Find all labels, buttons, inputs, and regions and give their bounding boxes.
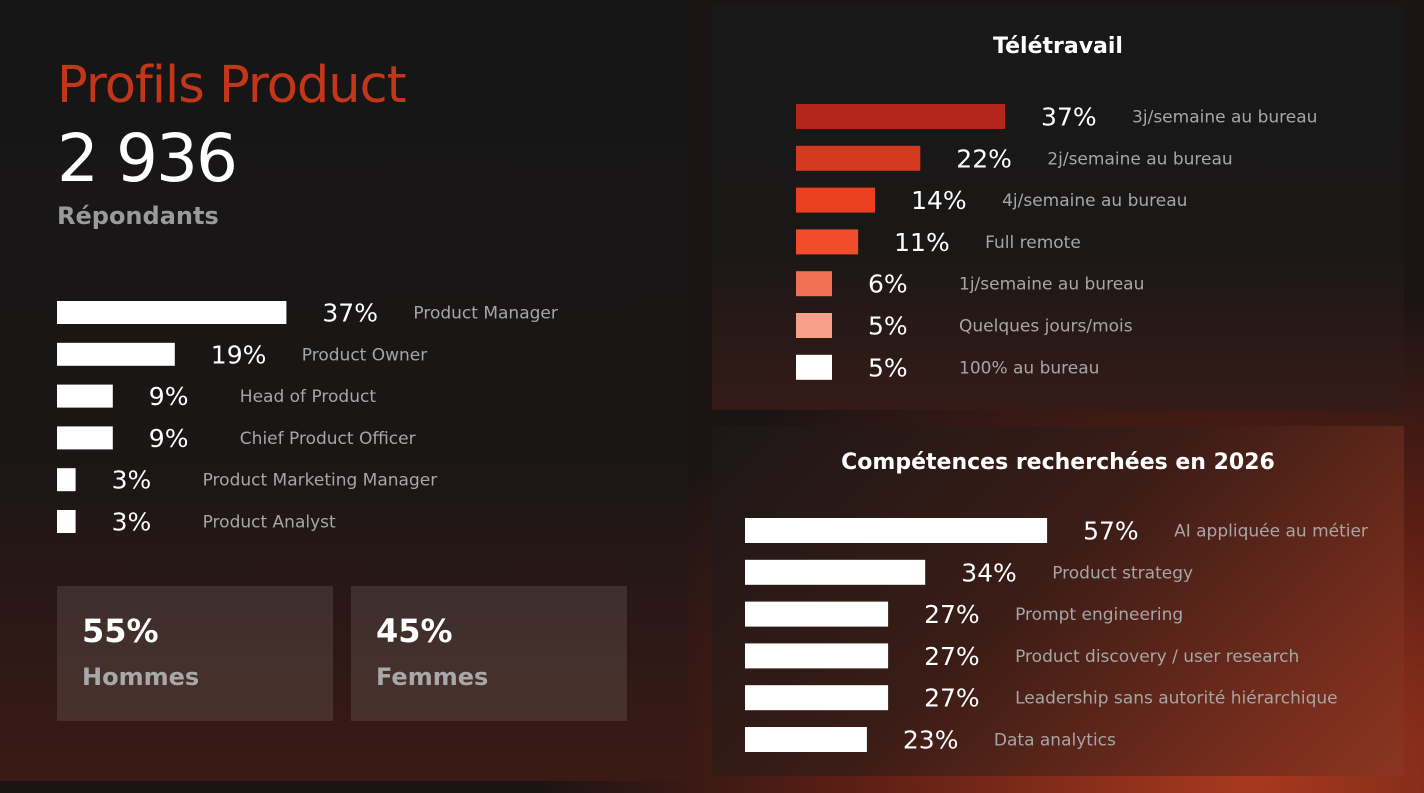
respondents-count: 2 936 xyxy=(57,120,238,197)
competence-value-label-product-strategy: 34% xyxy=(961,558,1017,587)
teletravail-bar-full-remote xyxy=(796,229,859,255)
competence-value-label-ai-appliquee-au-metier: 57% xyxy=(1083,517,1139,546)
competence-value-label-product-discovery-user-research: 27% xyxy=(924,642,980,671)
competence-category-label-product-strategy: Product strategy xyxy=(1052,563,1193,583)
profile-bar-product-owner xyxy=(57,342,175,366)
teletravail-value-label-100-au-bureau: 5% xyxy=(868,353,908,382)
competences-chart: 57% AI appliquée au métier 34% Product stra… xyxy=(745,517,1368,755)
teletravail-category-label-full-remote: Full remote xyxy=(985,233,1081,253)
teletravail-value-label-2j-semaine-au-bureau: 22% xyxy=(956,144,1012,173)
profile-bar-head-of-product xyxy=(57,384,113,408)
women-label: Femmes xyxy=(376,663,489,691)
competence-value-label-data-analytics: 23% xyxy=(903,726,959,755)
profile-bar-product-manager xyxy=(57,301,287,324)
competences-panel: Compétences recherchées en 2026 57% AI ap… xyxy=(712,426,1404,776)
profile-bar-product-marketing-manager xyxy=(57,468,76,492)
teletravail-category-label-2j-semaine-au-bureau: 2j/semaine au bureau xyxy=(1047,149,1232,169)
profile-bar-chief-product-officer xyxy=(57,426,113,450)
teletravail-value-label-quelques-jours-mois: 5% xyxy=(868,312,908,341)
women-percentage: 45% xyxy=(376,612,453,650)
profile-value-label-product-marketing-manager: 3% xyxy=(112,466,152,495)
competence-bar-data-analytics xyxy=(745,727,867,752)
competence-category-label-product-discovery-user-research: Product discovery / user research xyxy=(1015,647,1299,667)
profile-category-label-product-owner: Product Owner xyxy=(302,345,427,365)
competence-category-label-leadership-sans-autorite-hierarchique: Leadership sans autorité hiérarchique xyxy=(1015,689,1338,709)
competences-title: Compétences recherchées en 2026 xyxy=(841,450,1275,475)
competence-bar-leadership-sans-autorite-hierarchique xyxy=(745,685,889,711)
profile-category-label-product-marketing-manager: Product Marketing Manager xyxy=(203,471,438,491)
teletravail-bar-100-au-bureau xyxy=(796,354,832,380)
teletravail-bar-quelques-jours-mois xyxy=(796,313,832,338)
profiles-title: Profils Product xyxy=(57,56,407,115)
competence-category-label-prompt-engineering: Prompt engineering xyxy=(1015,605,1183,625)
teletravail-bar-2j-semaine-au-bureau xyxy=(796,145,921,171)
competence-value-label-prompt-engineering: 27% xyxy=(924,600,980,629)
profile-category-label-product-manager: Product Manager xyxy=(413,304,557,324)
profile-value-label-product-owner: 19% xyxy=(211,340,267,369)
competence-bar-product-strategy xyxy=(745,559,926,585)
teletravail-bar-3j-semaine-au-bureau xyxy=(796,104,1006,129)
stat-card-men: 55% Hommes xyxy=(57,586,333,721)
men-label: Hommes xyxy=(82,663,200,691)
profile-category-label-head-of-product: Head of Product xyxy=(240,387,377,407)
profile-value-label-head-of-product: 9% xyxy=(149,382,189,411)
profile-category-label-product-analyst: Product Analyst xyxy=(203,513,336,533)
teletravail-bar-1j-semaine-au-bureau xyxy=(796,271,832,297)
respondents-label: Répondants xyxy=(57,202,219,230)
profile-value-label-chief-product-officer: 9% xyxy=(149,424,189,453)
teletravail-category-label-1j-semaine-au-bureau: 1j/semaine au bureau xyxy=(959,275,1144,295)
teletravail-category-label-4j-semaine-au-bureau: 4j/semaine au bureau xyxy=(1002,191,1187,211)
competence-bar-ai-appliquee-au-metier xyxy=(745,518,1048,543)
teletravail-category-label-100-au-bureau: 100% au bureau xyxy=(959,358,1099,378)
teletravail-category-label-quelques-jours-mois: Quelques jours/mois xyxy=(959,317,1133,337)
teletravail-bar-4j-semaine-au-bureau xyxy=(796,187,876,213)
teletravail-value-label-full-remote: 11% xyxy=(894,228,950,257)
teletravail-value-label-4j-semaine-au-bureau: 14% xyxy=(911,186,967,215)
competence-bar-prompt-engineering xyxy=(745,601,889,627)
teletravail-value-label-3j-semaine-au-bureau: 37% xyxy=(1041,103,1097,132)
profile-value-label-product-manager: 37% xyxy=(322,299,378,328)
profile-bar-product-analyst xyxy=(57,510,76,533)
men-percentage: 55% xyxy=(82,612,159,650)
teletravail-chart: 37% 3j/semaine au bureau 22% 2j/semaine au … xyxy=(796,103,1317,382)
profiles-panel: Profils Product 2 936 Répondants 37% Prod… xyxy=(0,0,688,781)
teletravail-value-label-1j-semaine-au-bureau: 6% xyxy=(868,270,908,299)
teletravail-category-label-3j-semaine-au-bureau: 3j/semaine au bureau xyxy=(1132,108,1317,128)
stat-card-women: 45% Femmes xyxy=(351,586,627,721)
teletravail-title: Télétravail xyxy=(993,34,1123,59)
competence-category-label-data-analytics: Data analytics xyxy=(994,731,1116,751)
competence-value-label-leadership-sans-autorite-hierarchique: 27% xyxy=(924,684,980,713)
profile-category-label-chief-product-officer: Chief Product Officer xyxy=(240,429,416,449)
competence-category-label-ai-appliquee-au-metier: AI appliquée au métier xyxy=(1174,522,1368,542)
competence-bar-product-discovery-user-research xyxy=(745,643,889,669)
profile-value-label-product-analyst: 3% xyxy=(112,508,152,537)
profiles-chart: 37% Product Manager 19% Product Owner 9% Head… xyxy=(57,299,558,537)
teletravail-panel: Télétravail 37% 3j/semaine au bureau 22% 2j… xyxy=(712,6,1404,410)
